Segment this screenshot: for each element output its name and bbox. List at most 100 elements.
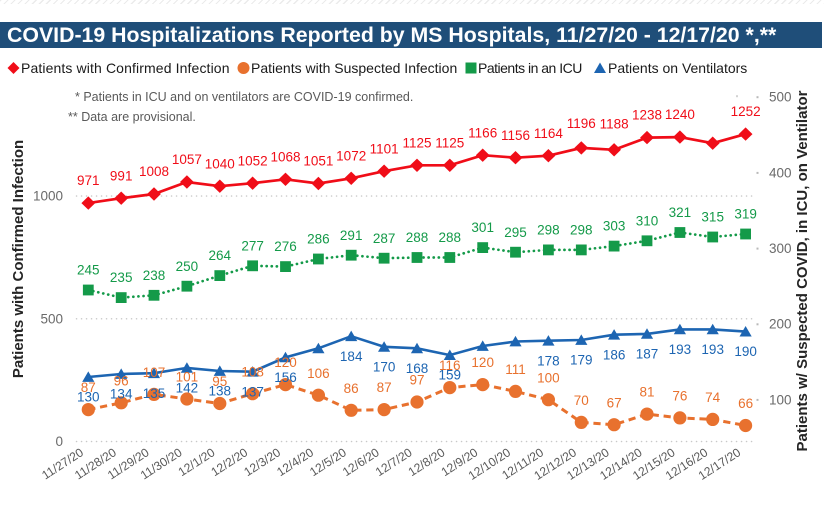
svg-text:Patients on Ventilators: Patients on Ventilators	[608, 60, 747, 76]
svg-text:288: 288	[439, 230, 462, 245]
svg-text:108: 108	[241, 364, 264, 379]
svg-text:70: 70	[574, 393, 589, 408]
svg-text:1068: 1068	[270, 149, 300, 164]
svg-text:87: 87	[377, 380, 392, 395]
svg-text:116: 116	[439, 358, 461, 373]
svg-text:106: 106	[307, 366, 330, 381]
svg-text:287: 287	[373, 231, 396, 246]
svg-text:193: 193	[669, 342, 692, 357]
svg-text:100: 100	[537, 370, 560, 385]
svg-text:100: 100	[769, 392, 792, 407]
svg-text:295: 295	[504, 225, 527, 240]
svg-text:Patients with Confirmed Infect: Patients with Confirmed Infection	[21, 60, 230, 76]
svg-text:168: 168	[406, 361, 429, 376]
svg-text:86: 86	[344, 381, 359, 396]
svg-text:301: 301	[471, 220, 494, 235]
svg-text:1252: 1252	[731, 104, 761, 119]
svg-text:178: 178	[537, 353, 560, 368]
svg-text:288: 288	[406, 230, 429, 245]
svg-text:190: 190	[734, 344, 757, 359]
svg-text:1196: 1196	[567, 116, 596, 131]
svg-text:81: 81	[639, 385, 654, 400]
svg-text:Patients w/ Suspected COVID, i: Patients w/ Suspected COVID, in ICU, on …	[794, 90, 811, 451]
svg-text:101: 101	[176, 370, 199, 385]
svg-text:1072: 1072	[336, 148, 366, 163]
svg-text:303: 303	[603, 219, 626, 234]
svg-text:200: 200	[769, 317, 792, 332]
svg-text:991: 991	[110, 168, 133, 183]
svg-text:187: 187	[636, 347, 659, 362]
svg-text:500: 500	[40, 311, 63, 326]
svg-text:500: 500	[769, 90, 792, 105]
svg-text:315: 315	[701, 210, 724, 225]
svg-text:286: 286	[307, 232, 330, 247]
svg-text:321: 321	[669, 205, 692, 220]
svg-text:1238: 1238	[632, 108, 662, 123]
svg-text:87: 87	[81, 380, 96, 395]
svg-text:96: 96	[114, 373, 129, 388]
svg-text:76: 76	[672, 389, 687, 404]
svg-text:298: 298	[570, 223, 593, 238]
svg-text:1166: 1166	[468, 125, 497, 140]
svg-text:74: 74	[705, 390, 721, 405]
svg-text:291: 291	[340, 228, 363, 243]
svg-text:179: 179	[570, 353, 593, 368]
svg-text:1040: 1040	[205, 156, 235, 171]
svg-text:142: 142	[176, 381, 199, 396]
svg-text:12/5/20: 12/5/20	[307, 445, 349, 479]
svg-text:1125: 1125	[402, 135, 431, 150]
svg-text:120: 120	[471, 355, 494, 370]
svg-text:277: 277	[241, 238, 264, 253]
svg-text:1164: 1164	[534, 126, 564, 141]
svg-text:156: 156	[274, 370, 297, 385]
svg-text:138: 138	[209, 384, 232, 399]
svg-text:135: 135	[143, 386, 166, 401]
svg-text:276: 276	[274, 239, 297, 254]
svg-text:300: 300	[769, 241, 792, 256]
svg-text:12/1/20: 12/1/20	[176, 445, 218, 479]
svg-text:1125: 1125	[435, 135, 464, 150]
svg-text:1101: 1101	[370, 141, 399, 156]
svg-text:111: 111	[505, 362, 526, 377]
svg-text:95: 95	[212, 374, 227, 389]
svg-text:97: 97	[409, 373, 424, 388]
svg-text:137: 137	[241, 384, 264, 399]
svg-text:12/3/20: 12/3/20	[241, 445, 283, 479]
svg-text:264: 264	[209, 248, 232, 263]
svg-text:170: 170	[373, 359, 396, 374]
svg-text:1000: 1000	[33, 189, 63, 204]
svg-text:186: 186	[603, 347, 626, 362]
svg-text:66: 66	[738, 396, 753, 411]
svg-text:310: 310	[636, 213, 659, 228]
svg-text:1156: 1156	[501, 128, 530, 143]
svg-text:159: 159	[439, 368, 462, 383]
svg-text:1188: 1188	[600, 116, 629, 131]
svg-text:1008: 1008	[139, 164, 169, 179]
svg-text:235: 235	[110, 270, 133, 285]
svg-text:238: 238	[143, 268, 166, 283]
svg-text:298: 298	[537, 223, 560, 238]
svg-text:12/6/20: 12/6/20	[340, 445, 382, 479]
svg-text:193: 193	[701, 342, 724, 357]
svg-text:Patients with Confirmed Infect: Patients with Confirmed Infection	[10, 140, 27, 378]
svg-text:12/2/20: 12/2/20	[208, 445, 250, 479]
svg-text:1051: 1051	[303, 154, 333, 169]
svg-text:Patients with Suspected Infect: Patients with Suspected Infection	[251, 60, 457, 76]
svg-text:0: 0	[55, 434, 63, 449]
svg-text:12/7/20: 12/7/20	[373, 445, 415, 479]
svg-text:134: 134	[110, 387, 133, 402]
svg-text:12/4/20: 12/4/20	[274, 445, 316, 479]
svg-text:250: 250	[176, 259, 199, 274]
svg-text:319: 319	[734, 207, 757, 222]
svg-text:245: 245	[77, 263, 100, 278]
svg-text:1057: 1057	[172, 152, 202, 167]
svg-text:67: 67	[607, 395, 622, 410]
svg-text:184: 184	[340, 349, 363, 364]
svg-text:120: 120	[274, 355, 297, 370]
svg-text:* Patients in ICU and on venti: * Patients in ICU and on ventilators are…	[75, 90, 413, 104]
svg-text:Patients in an ICU: Patients in an ICU	[478, 60, 582, 76]
svg-text:971: 971	[77, 173, 100, 188]
svg-text:130: 130	[77, 390, 100, 405]
svg-text:12/8/20: 12/8/20	[406, 445, 448, 479]
svg-text:107: 107	[143, 365, 166, 380]
